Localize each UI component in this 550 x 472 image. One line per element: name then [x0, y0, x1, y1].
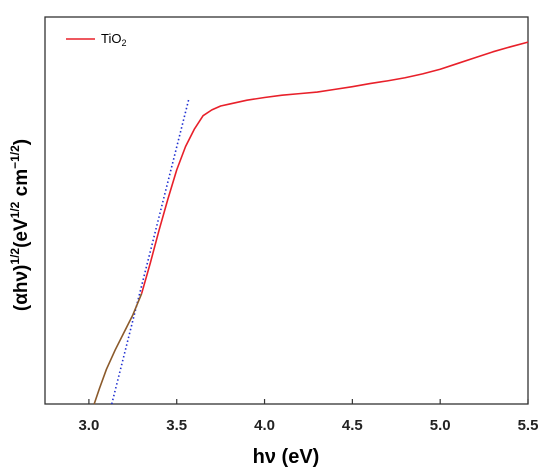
- x-tick-label: 3.5: [166, 417, 187, 434]
- x-tick-label: 5.5: [518, 417, 539, 434]
- legend-label-main: TiO: [101, 31, 121, 46]
- x-axis-ticks: 3.0 3.5 4.0 4.5 5.0 5.5: [78, 399, 538, 434]
- x-tick-label: 4.5: [342, 417, 363, 434]
- y-axis-label-unit: cm: [11, 169, 32, 202]
- legend-label-tio2: TiO2: [101, 31, 126, 48]
- x-axis-label: hν (eV): [253, 446, 320, 468]
- series-tio2-onset: [93, 293, 143, 405]
- x-tick-label: 4.0: [254, 417, 275, 434]
- y-axis-label-exp3: −1/2: [8, 145, 22, 169]
- plot-area: [44, 16, 529, 405]
- y-axis-label-exp2: 1/2: [8, 201, 22, 218]
- y-axis-label-end: ): [11, 139, 32, 145]
- legend: TiO2: [66, 31, 126, 48]
- x-tick-label: 3.0: [78, 417, 99, 434]
- tangent-line: [110, 98, 190, 405]
- series-layer: [93, 41, 529, 405]
- legend-label-subscript: 2: [121, 38, 126, 48]
- y-axis-label-main: (αhν): [11, 265, 32, 312]
- x-tick-label: 5.0: [430, 417, 451, 434]
- y-axis-label-mid: (eV: [11, 218, 32, 248]
- series-tio2: [140, 41, 529, 294]
- y-axis-label: (αhν)1/2(eV1/2 cm−1/2): [8, 139, 32, 311]
- y-axis-label-exp1: 1/2: [8, 248, 22, 265]
